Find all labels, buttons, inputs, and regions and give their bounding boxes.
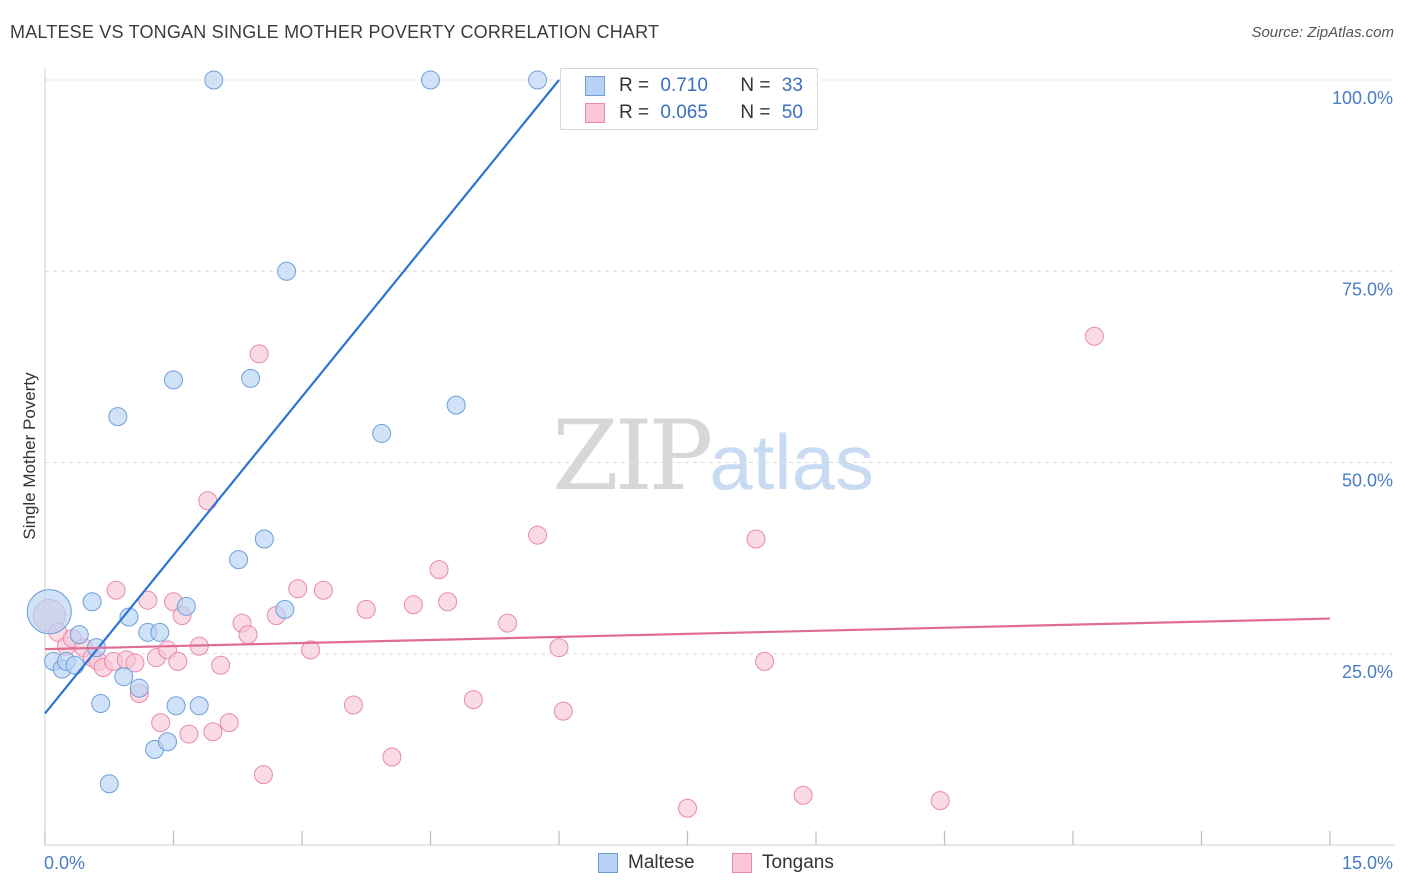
y-tick-label: 50.0% <box>1342 471 1393 491</box>
data-points <box>26 70 1104 818</box>
maltese-n-label: N = <box>740 75 776 96</box>
watermark-zip: ZIP <box>552 400 713 512</box>
tongans-point <box>168 651 188 671</box>
grid <box>45 79 1395 655</box>
maltese-point <box>119 607 139 627</box>
maltese-point <box>166 696 186 716</box>
tongans-point <box>438 592 458 612</box>
maltese-point <box>204 70 224 90</box>
tongans-point <box>253 765 273 785</box>
maltese-point <box>158 732 178 752</box>
tongans-point <box>498 613 518 633</box>
tongans-point <box>301 640 321 660</box>
maltese-point <box>108 407 128 427</box>
tongans-point <box>528 525 548 545</box>
maltese-point <box>372 423 392 443</box>
stats-legend: R = 0.710 N = 33 R = 0.065 N = 50 <box>560 68 818 130</box>
stats-row-tongans: R = 0.065 N = 50 <box>585 102 803 124</box>
maltese-point <box>91 693 111 713</box>
tongans-point <box>1084 326 1104 346</box>
maltese-r-label: R = <box>619 75 655 96</box>
maltese-trend-line <box>44 79 560 715</box>
tongans-point <box>793 785 813 805</box>
tongans-point <box>125 653 145 673</box>
tongans-point <box>553 701 573 721</box>
tongans-point <box>463 690 483 710</box>
maltese-point <box>229 550 249 570</box>
axes <box>44 68 1395 846</box>
tongans-point <box>238 625 258 645</box>
legend-item-tongans[interactable]: Tongans <box>732 852 834 874</box>
maltese-n-value: 33 <box>781 75 803 96</box>
tongans-swatch <box>585 103 605 123</box>
maltese-point <box>164 370 183 390</box>
tongans-point <box>219 713 239 733</box>
tongans-point <box>930 791 950 811</box>
tongans-r-label: R = <box>619 102 655 123</box>
tongans-point <box>746 529 766 549</box>
source-label: Source: ZipAtlas.com <box>1251 24 1394 41</box>
maltese-point <box>150 622 170 642</box>
maltese-point <box>114 667 134 687</box>
maltese-r-value: 0.710 <box>660 75 708 96</box>
maltese-point <box>65 655 85 675</box>
stats-row-maltese: R = 0.710 N = 33 <box>585 75 803 97</box>
tongans-point <box>755 651 775 671</box>
maltese-point <box>189 696 209 716</box>
maltese-point <box>176 596 196 616</box>
tongans-point <box>403 595 423 615</box>
x-tick-label: 0.0% <box>44 853 85 873</box>
x-tick-label: 15.0% <box>1342 853 1393 873</box>
tick-labels: 25.0% 50.0% 75.0% 100.0% 0.0% 15.0% <box>44 88 1393 873</box>
tongans-point <box>179 724 199 744</box>
tongans-trend-line <box>44 617 1331 651</box>
y-axis-label: Single Mother Poverty <box>20 372 39 540</box>
tongans-point <box>198 491 218 511</box>
tongans-n-label: N = <box>740 102 776 123</box>
maltese-point <box>26 589 72 635</box>
maltese-point <box>528 70 548 90</box>
tongans-point <box>138 590 158 610</box>
maltese-point <box>99 774 119 794</box>
maltese-point <box>241 368 261 388</box>
chart-title: MALTESE VS TONGAN SINGLE MOTHER POVERTY … <box>10 22 660 42</box>
series-legend: Maltese Tongans <box>0 852 1406 878</box>
tongans-point <box>249 344 269 364</box>
tongans-point <box>313 580 333 600</box>
tongans-point <box>549 638 569 658</box>
legend-item-maltese[interactable]: Maltese <box>598 852 695 874</box>
maltese-point <box>275 599 295 619</box>
tongans-point <box>151 713 171 733</box>
trend-lines <box>44 79 1331 715</box>
maltese-swatch <box>585 76 605 96</box>
tongans-n-value: 50 <box>781 102 803 123</box>
tongans-point <box>343 695 363 715</box>
y-tick-label: 25.0% <box>1342 662 1393 682</box>
tongans-r-value: 0.065 <box>660 102 708 123</box>
tongans-point <box>288 579 308 599</box>
legend-tongans-swatch <box>732 853 752 873</box>
maltese-point <box>129 678 149 698</box>
maltese-point <box>82 592 102 612</box>
tongans-point <box>429 560 449 580</box>
maltese-point <box>69 625 89 645</box>
tongans-point <box>203 722 223 742</box>
tongans-point <box>211 655 231 675</box>
tongans-point <box>382 747 402 767</box>
maltese-point <box>254 529 274 549</box>
maltese-point <box>277 261 297 281</box>
maltese-point <box>421 70 440 90</box>
maltese-point <box>446 395 466 415</box>
tongans-point <box>356 599 376 619</box>
tongans-point <box>106 580 126 600</box>
legend-maltese-swatch <box>598 853 618 873</box>
tongans-point <box>678 798 697 818</box>
legend-tongans-label: Tongans <box>762 852 834 873</box>
y-tick-label: 75.0% <box>1342 279 1393 299</box>
y-tick-label: 100.0% <box>1332 88 1393 108</box>
legend-maltese-label: Maltese <box>628 852 695 873</box>
